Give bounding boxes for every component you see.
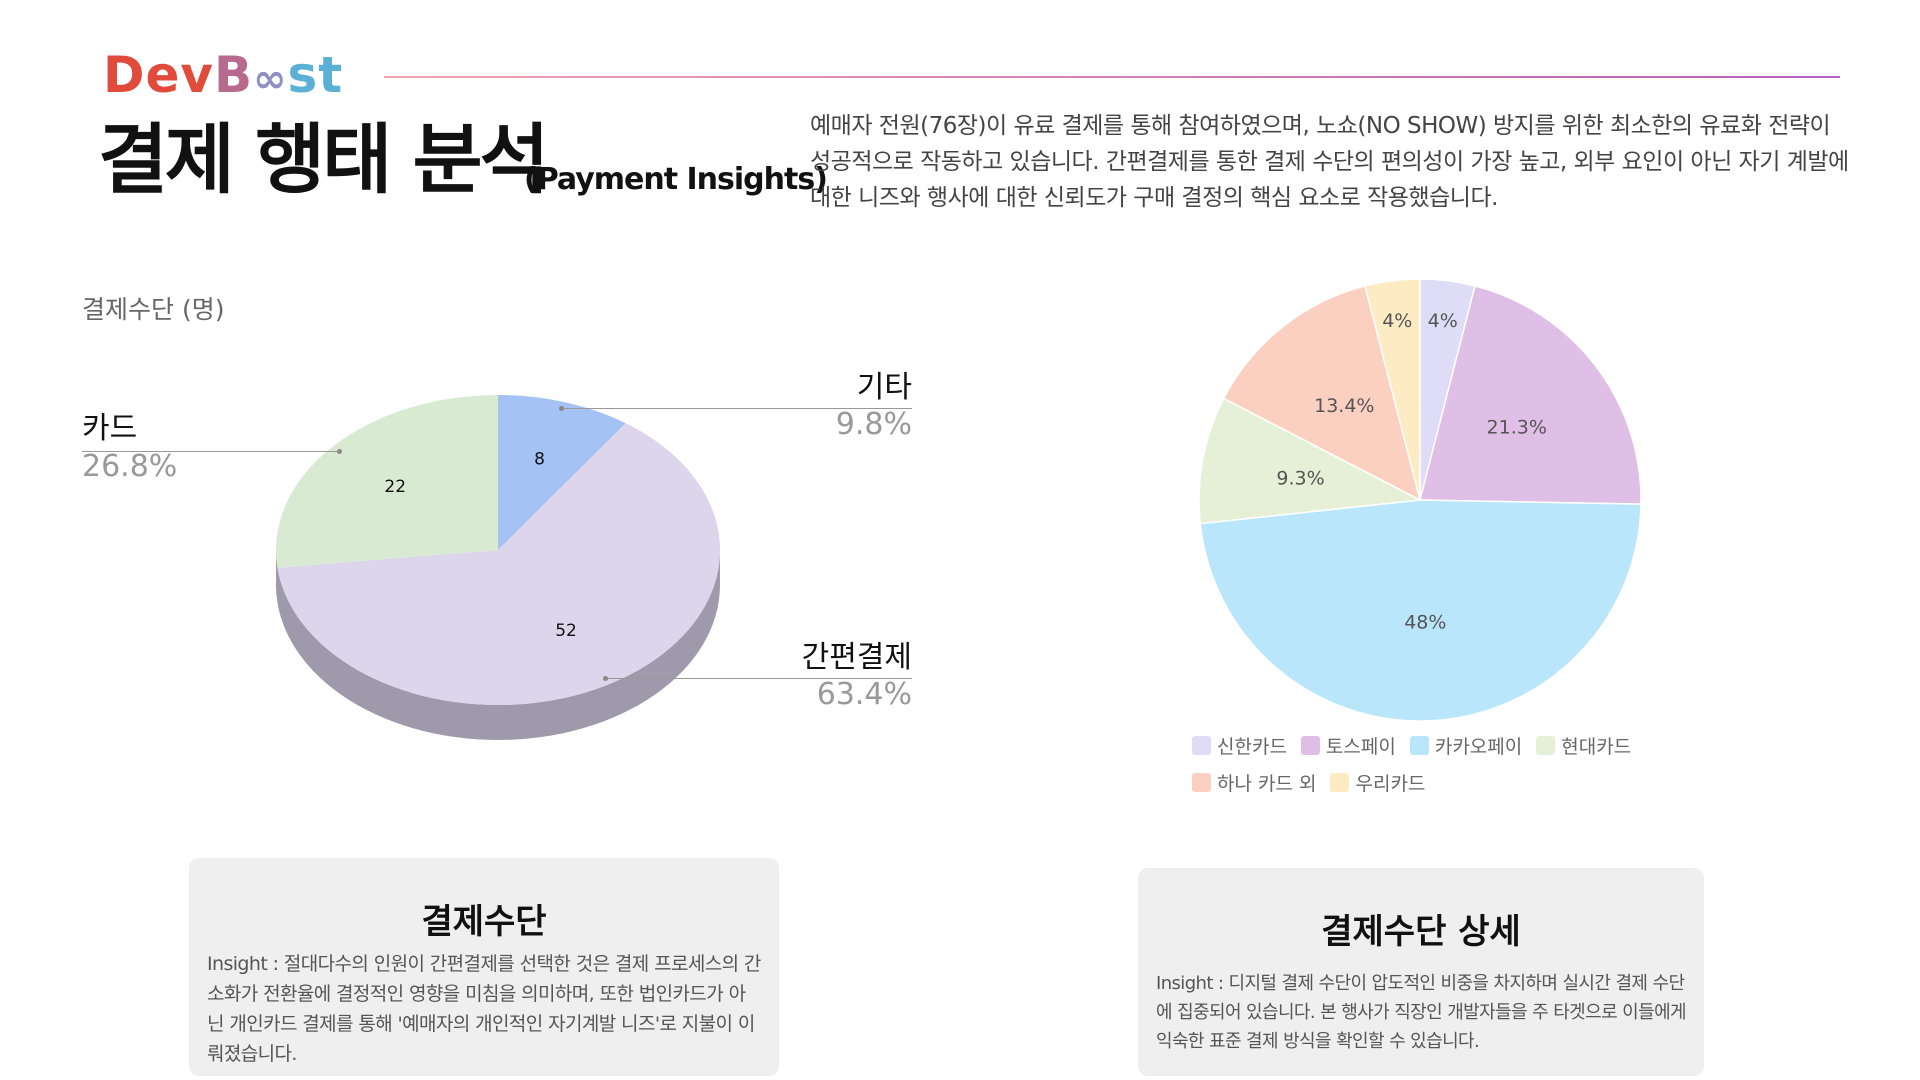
card-body: Insight : 절대다수의 인원이 간편결제를 선택한 것은 결제 프로세스… xyxy=(207,953,761,1065)
legend-label: 토스페이 xyxy=(1325,736,1396,758)
pie-value-label: 52 xyxy=(555,621,577,641)
legend-label: 우리카드 xyxy=(1355,773,1426,795)
pie-pct-label: 4% xyxy=(1428,310,1458,332)
pie-pct-label: 4% xyxy=(1382,310,1412,332)
pie-pct-label: 13.4% xyxy=(1314,395,1374,417)
logo-b: B xyxy=(214,46,254,104)
legend-row: 신한카드 토스페이 카카오페이 현대카드 xyxy=(1192,732,1712,759)
header-divider xyxy=(384,76,1840,78)
pie-slice xyxy=(1222,285,1422,502)
logo-dev: Dev xyxy=(103,46,215,104)
pie2-legend: 신한카드 토스페이 카카오페이 현대카드 하나 카드 외 우리카드 xyxy=(1192,732,1712,806)
leader-dot-etc xyxy=(559,406,564,411)
card-title: 결제수단 xyxy=(421,902,547,942)
payment-method-pie-chart: 8 52 22 xyxy=(276,395,720,740)
leader-etc xyxy=(562,408,912,409)
pie-slice xyxy=(1419,285,1642,505)
pie-pct-label: 48% xyxy=(1404,611,1446,633)
leader-easypay xyxy=(606,678,912,679)
legend-swatch xyxy=(1330,773,1350,792)
pie-slice xyxy=(277,423,720,705)
legend-item: 현대카드 xyxy=(1536,732,1631,759)
summary-text: 예매자 전원(76장)이 유료 결제를 통해 참여하였으며, 노쇼(NO SHO… xyxy=(810,113,1849,211)
label-easypay: 간편결제 xyxy=(801,640,912,675)
legend-label: 하나 카드 외 xyxy=(1217,773,1317,795)
pie-pct-label: 21.3% xyxy=(1487,416,1547,438)
legend-item: 우리카드 xyxy=(1330,769,1425,796)
logo-st: st xyxy=(287,46,344,104)
logo-infinity-icon: ∞ xyxy=(253,56,288,102)
payment-detail-pie-chart: 4% 21.3% 48% 9.3% 13.4% 4% xyxy=(1198,278,1642,722)
pie-3d-side xyxy=(276,550,720,740)
legend-item: 하나 카드 외 xyxy=(1192,769,1316,796)
insight-card-payment-method: 결제수단 Insight : 절대다수의 인원이 간편결제를 선택한 것은 결제… xyxy=(189,858,779,1076)
page-title: 결제 행태 분석 xyxy=(98,115,549,204)
pie-value-label: 22 xyxy=(384,477,406,497)
legend-item: 카카오페이 xyxy=(1409,732,1523,759)
pie-slice xyxy=(1364,278,1421,501)
leader-card xyxy=(82,451,340,452)
legend-swatch xyxy=(1536,736,1556,755)
legend-swatch xyxy=(1409,736,1429,755)
legend-swatch xyxy=(1192,736,1211,755)
legend-row: 하나 카드 외 우리카드 xyxy=(1192,769,1712,796)
pct-etc: 9.8% xyxy=(835,407,912,442)
label-card: 카드 xyxy=(82,411,138,446)
legend-label: 카카오페이 xyxy=(1434,736,1523,758)
legend-swatch xyxy=(1192,773,1211,792)
legend-swatch xyxy=(1300,736,1320,755)
pie-slice xyxy=(1199,499,1642,722)
pie-slice xyxy=(276,395,498,568)
brand-logo: DevB∞st xyxy=(103,50,343,100)
leader-dot-card xyxy=(337,449,342,454)
legend-label: 현대카드 xyxy=(1561,736,1632,758)
pct-easypay: 63.4% xyxy=(816,677,912,712)
pie-pct-label: 9.3% xyxy=(1276,468,1324,490)
label-etc: 기타 xyxy=(856,370,912,405)
legend-item: 토스페이 xyxy=(1300,732,1396,759)
card-title: 결제수단 상세 xyxy=(1321,912,1521,952)
page-subtitle: (Payment Insights) xyxy=(524,162,828,197)
pie-slice xyxy=(498,395,626,550)
pct-card: 26.8% xyxy=(82,449,178,484)
pie-slice xyxy=(1198,397,1423,525)
insight-card-payment-detail: 결제수단 상세 Insight : 디지털 결제 수단이 압도적인 비중을 차지… xyxy=(1138,868,1704,1076)
pie-value-label: 8 xyxy=(534,449,545,469)
card-body: Insight : 디지털 결제 수단이 압도적인 비중을 차지하며 실시간 결… xyxy=(1156,973,1687,1052)
legend-item: 신한카드 xyxy=(1192,732,1287,759)
leader-dot-easypay xyxy=(603,676,608,681)
chart1-title: 결제수단 (명) xyxy=(82,295,225,324)
legend-label: 신한카드 xyxy=(1217,736,1287,758)
